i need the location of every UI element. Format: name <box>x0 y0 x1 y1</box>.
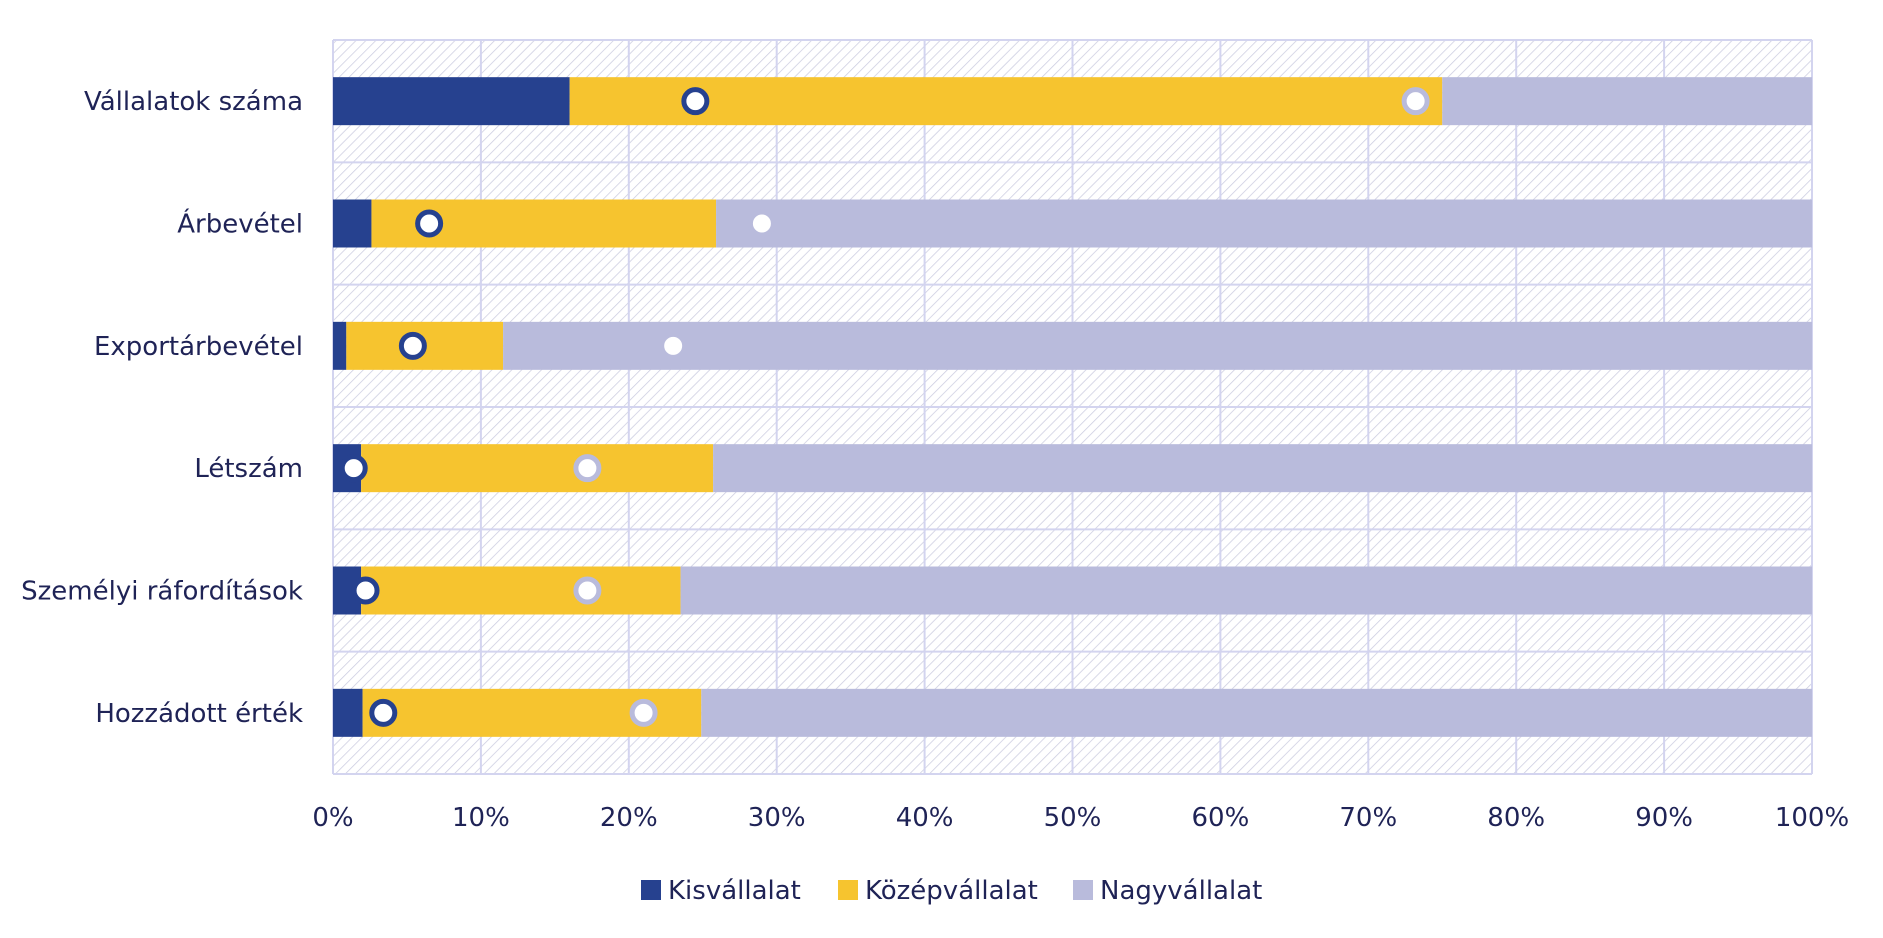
x-axis-tick-labels: 0% 10% 20% 30% 40% 50% 60% 70% 80% 90% 100% <box>312 803 1849 833</box>
bar-középvállalat-4 <box>361 566 681 615</box>
marker-kisvállalat-3 <box>339 454 368 483</box>
bar-középvállalat-0 <box>569 77 1443 126</box>
marker-kisvállalat-2 <box>398 331 427 360</box>
bar-kisvállalat-5 <box>333 688 363 737</box>
category-label: Exportárbevétel <box>94 332 303 362</box>
x-tick-label: 40% <box>896 803 954 833</box>
category-label: Hozzádott érték <box>95 699 303 729</box>
legend-swatch-kisvállalat <box>641 880 661 900</box>
category-label: Személyi ráfordítások <box>21 577 303 607</box>
x-tick-label: 20% <box>600 803 658 833</box>
bar-kisvállalat-1 <box>333 199 372 248</box>
x-tick-label: 50% <box>1044 803 1102 833</box>
x-tick-label: 100% <box>1775 803 1849 833</box>
bar-kisvállalat-0 <box>333 77 570 126</box>
markers <box>339 87 1430 727</box>
bar-nagyvállalat-3 <box>713 444 1812 493</box>
legend: Kisvállalat Középvállalat Nagyvállalat <box>641 876 1262 906</box>
x-tick-label: 90% <box>1635 803 1693 833</box>
legend-swatch-nagyvállalat <box>1073 880 1093 900</box>
bar-nagyvállalat-2 <box>503 321 1813 370</box>
bars <box>333 77 1813 737</box>
category-label: Létszám <box>194 454 303 484</box>
marker-középvállalat-5 <box>629 698 658 727</box>
category-labels: Vállalatok száma Árbevétel Exportárbevétel… <box>21 87 303 729</box>
marker-középvállalat-4 <box>573 576 602 605</box>
marker-kisvállalat-5 <box>369 698 398 727</box>
bar-középvállalat-3 <box>361 444 714 493</box>
bar-nagyvállalat-5 <box>701 688 1812 737</box>
marker-középvállalat-2 <box>659 331 688 360</box>
x-tick-label: 10% <box>452 803 510 833</box>
x-tick-label: 60% <box>1192 803 1250 833</box>
legend-label: Kisvállalat <box>668 876 801 906</box>
marker-kisvállalat-4 <box>351 576 380 605</box>
category-label: Árbevétel <box>177 208 303 240</box>
marker-középvállalat-1 <box>747 209 776 238</box>
marker-középvállalat-0 <box>1401 87 1430 116</box>
marker-kisvállalat-1 <box>415 209 444 238</box>
marker-kisvállalat-0 <box>681 87 710 116</box>
x-tick-label: 30% <box>748 803 806 833</box>
category-label: Vállalatok száma <box>84 87 303 117</box>
legend-label: Középvállalat <box>865 876 1038 906</box>
x-tick-label: 70% <box>1339 803 1397 833</box>
x-tick-label: 80% <box>1487 803 1545 833</box>
bar-nagyvállalat-0 <box>1442 77 1812 126</box>
x-tick-label: 0% <box>312 803 353 833</box>
marker-középvállalat-3 <box>573 454 602 483</box>
bar-nagyvállalat-1 <box>716 199 1812 248</box>
legend-label: Nagyvállalat <box>1100 876 1262 906</box>
bar-nagyvállalat-4 <box>680 566 1813 615</box>
bar-kisvállalat-2 <box>333 321 347 370</box>
legend-swatch-középvállalat <box>838 880 858 900</box>
